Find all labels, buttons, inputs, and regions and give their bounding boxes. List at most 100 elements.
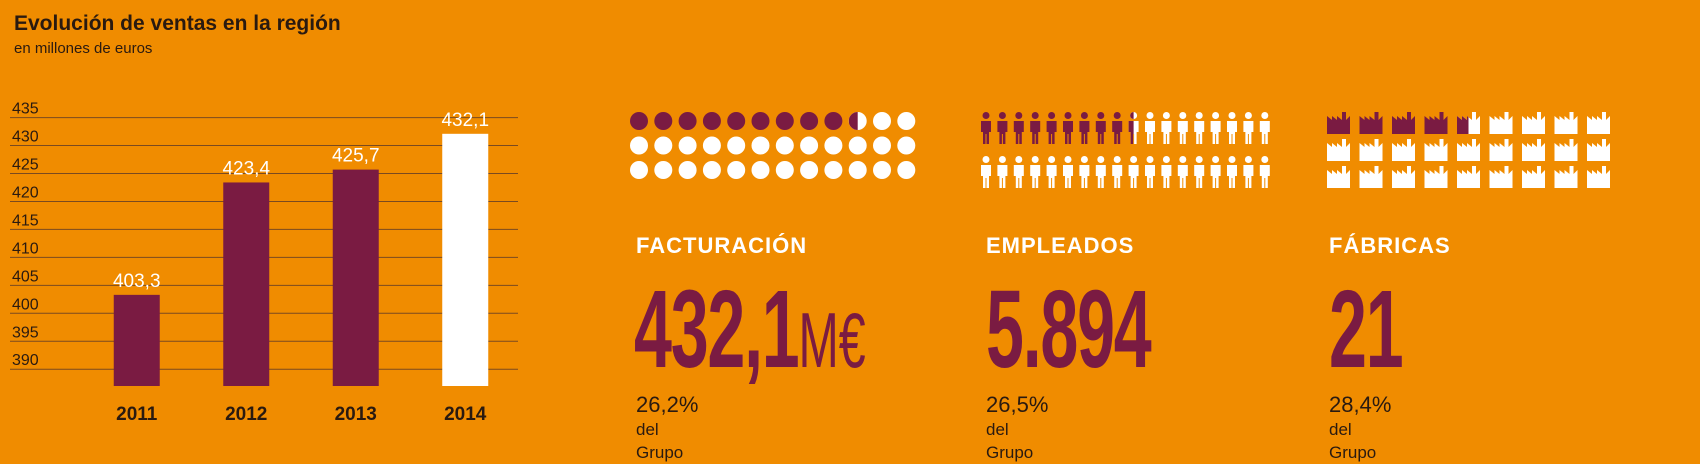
person-icon [1161,156,1172,188]
chart-title: Evolución de ventas en la región [14,12,341,35]
circle-icon [848,136,867,155]
circle-icon [727,161,746,179]
person-icon [1095,112,1106,144]
factory-icon [1392,166,1415,188]
person-icon [1177,156,1188,188]
factory-icon [1327,112,1350,134]
person-icon [1013,112,1024,144]
empleados-value: 5.894 [986,268,1152,391]
circle-icon [800,161,819,179]
circle-icon [702,136,721,155]
data-label: 425,7 [332,146,380,167]
person-icon [1145,156,1155,188]
bar [332,169,379,386]
person-icon [1259,156,1270,188]
factory-icon [1327,139,1350,161]
chart-subtitle: en millones de euros [14,40,153,57]
factory-icon [1489,139,1513,161]
fabricas-label: FÁBRICAS [1329,233,1451,258]
bar [223,182,270,386]
facturacion-share: 26,2% del Grupo [636,392,699,462]
person-icon [981,112,991,144]
circle-icon [702,161,721,179]
factory-icon [1327,166,1350,188]
circle-icon [897,161,916,179]
circle-icon [848,112,867,130]
y-tick-label: 400 [12,296,39,313]
x-tick-label: 2014 [444,404,487,425]
person-icon [1013,156,1024,188]
circle-icon [751,161,770,179]
person-icon [1079,112,1090,144]
circle-icon [727,112,746,130]
circle-icon [848,161,867,179]
circle-icon [654,136,673,155]
circle-icon [630,161,648,179]
circle-icon [630,136,648,155]
facturacion-label: FACTURACIÓN [636,233,808,258]
data-label: 423,4 [222,158,270,179]
y-tick-label: 410 [12,240,39,257]
circle-icon [654,112,673,130]
circle-icon [654,161,673,179]
person-icon [1030,156,1041,188]
person-icon [981,156,991,188]
circle-icon [873,136,891,155]
factory-icon [1554,112,1578,134]
person-icon [1210,112,1221,144]
person-icon [1079,156,1090,188]
circle-icon [873,112,891,130]
person-icon [1243,112,1254,144]
factory-icon [1392,139,1415,161]
circle-icon [775,112,794,130]
circle-icon [897,136,916,155]
factory-icon [1522,112,1545,134]
circle-icon [678,112,697,130]
factory-icon [1587,139,1610,161]
data-label: 432,1 [441,110,489,131]
person-icon [1128,156,1139,188]
y-tick-label: 390 [12,352,39,369]
empleados-label: EMPLEADOS [986,233,1135,258]
person-icon [1046,156,1057,188]
factory-icon [1359,166,1383,188]
circle-icon-grid [630,112,916,179]
circle-icon [824,161,843,179]
person-icon [1227,112,1237,144]
factory-icon [1489,166,1513,188]
person-icon [1030,112,1041,144]
circle-icon [824,136,843,155]
factory-icon [1489,112,1513,134]
factory-icon [1457,112,1480,134]
person-icon-grid [981,112,1270,188]
factory-icon [1457,166,1480,188]
empleados-share: 26,5% del Grupo [986,392,1049,462]
circle-icon [897,112,916,130]
person-icon [1194,112,1205,144]
fabricas-share: 28,4% del Grupo [1329,392,1392,462]
person-icon [1046,112,1057,144]
circle-icon [775,161,794,179]
factory-icon-grid [1327,112,1610,188]
person-icon [1128,112,1139,144]
person-icon [1145,112,1155,144]
y-tick-label: 435 [12,101,39,118]
person-icon [1243,156,1254,188]
y-tick-label: 420 [12,184,39,201]
circle-icon [727,136,746,155]
y-tick-label: 405 [12,268,39,285]
data-label: 403,3 [113,271,161,292]
factory-icon [1457,139,1480,161]
factory-icon [1392,112,1415,134]
factory-icon [1359,139,1383,161]
bar [113,294,160,386]
factory-icon [1587,166,1610,188]
person-icon [1063,156,1073,188]
factory-icon [1424,139,1448,161]
factory-icon [1522,139,1545,161]
factory-icon [1554,166,1578,188]
circle-icon [800,136,819,155]
y-tick-label: 415 [12,212,39,229]
y-tick-label: 430 [12,129,39,146]
circle-icon [873,161,891,179]
